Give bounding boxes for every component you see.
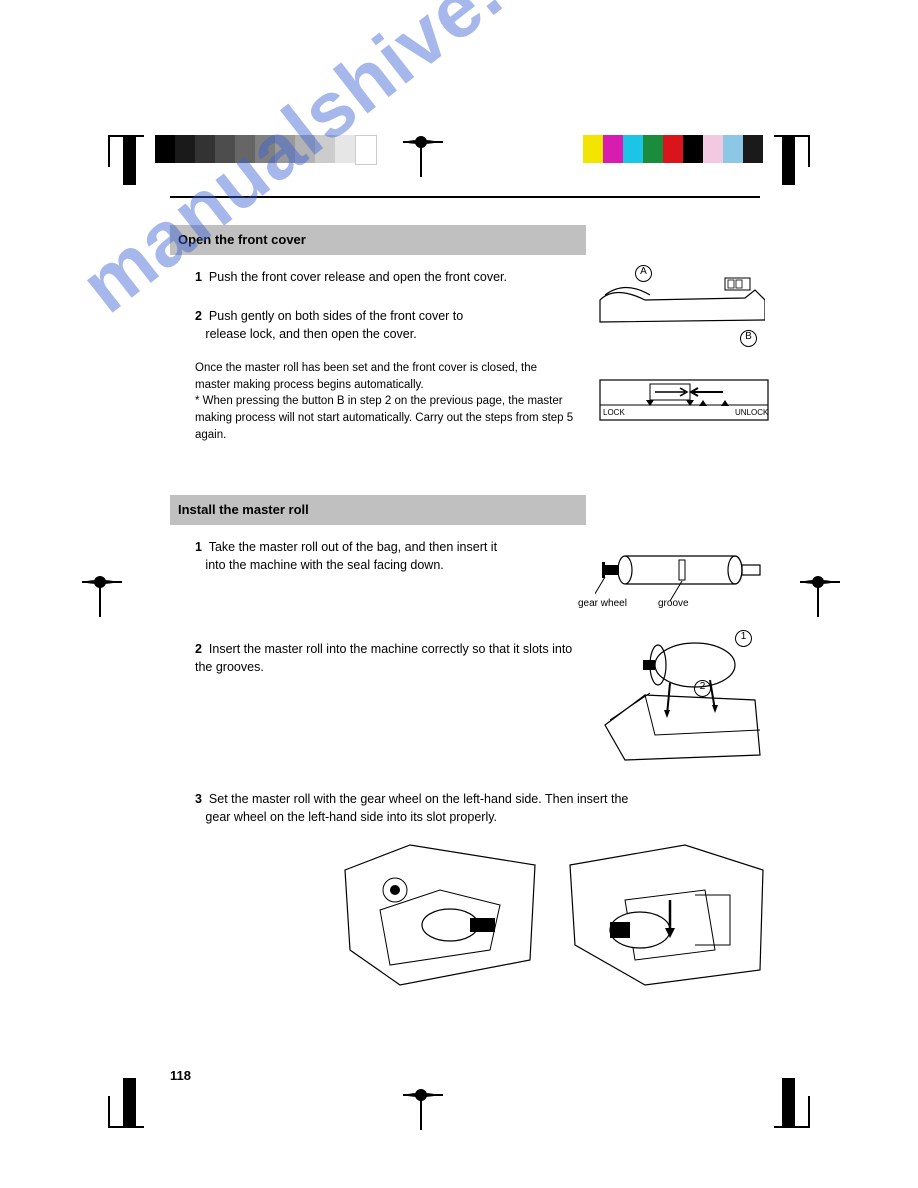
section-heading-open-cover: Open the front cover [170, 225, 586, 255]
step-number: 2 [195, 642, 202, 656]
callout-label: 1 [741, 631, 747, 642]
step-number: 3 [195, 792, 202, 806]
callout-b: B [740, 330, 757, 347]
figure-front-cover [595, 260, 765, 335]
callout-2: 2 [694, 680, 711, 697]
note-line: Once the master roll has been set and th… [195, 362, 537, 374]
label-lock: LOCK [603, 408, 625, 417]
figure-gear-slot-right [565, 840, 765, 990]
callout-1: 1 [735, 630, 752, 647]
crop-mark [123, 1078, 136, 1128]
step-text-line: into the machine with the seal facing do… [205, 558, 443, 572]
label-gear-wheel: gear wheel [578, 598, 627, 609]
registration-mark-icon [406, 140, 436, 144]
roll-step-1: 1 Take the master roll out of the bag, a… [195, 538, 575, 574]
crop-mark [782, 1078, 795, 1128]
step-text-line: Push gently on both sides of the front c… [209, 309, 463, 323]
roll-step-3: 3 Set the master roll with the gear whee… [195, 790, 755, 826]
step-number: 2 [195, 309, 202, 323]
section-title: Install the master roll [178, 502, 309, 517]
note-line: master making process begins automatical… [195, 379, 424, 391]
header-rule [170, 196, 760, 198]
section-heading-install-roll: Install the master roll [170, 495, 586, 525]
crop-mark [123, 135, 136, 185]
figure-lock-slider [595, 360, 770, 430]
step-text-line: Take the master roll out of the bag, and… [209, 540, 497, 554]
registration-mark-icon [406, 1093, 436, 1097]
label-groove: groove [658, 598, 689, 609]
callout-label: 2 [700, 681, 706, 692]
step-number: 1 [195, 270, 202, 284]
roll-step-2: 2 Insert the master roll into the machin… [195, 640, 575, 676]
step-2: 2 Push gently on both sides of the front… [195, 307, 575, 343]
callout-label: B [745, 331, 752, 342]
step-text-line: Set the master roll with the gear wheel … [209, 792, 628, 806]
step-text: Insert the master roll into the machine … [195, 642, 572, 674]
step-text-line: gear wheel on the left-hand side into it… [205, 810, 497, 824]
figure-master-roll [595, 535, 770, 605]
registration-mark-icon [85, 580, 115, 584]
grayscale-calibration-bar [155, 135, 377, 165]
step-2-note: Once the master roll has been set and th… [195, 360, 585, 443]
step-text: Push the front cover release and open th… [209, 270, 507, 284]
page-number: 118 [170, 1068, 191, 1083]
step-text-line: release lock, and then open the cover. [205, 327, 416, 341]
section-title: Open the front cover [178, 232, 306, 247]
figure-gear-slot-left [340, 840, 540, 990]
label-unlock: UNLOCK [735, 408, 768, 417]
step-number: 1 [195, 540, 202, 554]
callout-a: A [635, 265, 652, 282]
step-1: 1 Push the front cover release and open … [195, 268, 565, 286]
color-calibration-bar [583, 135, 763, 163]
note-line: making process will not start automatica… [195, 412, 573, 441]
note-line: * When pressing the button B in step 2 o… [195, 395, 563, 407]
crop-mark [782, 135, 795, 185]
callout-label: A [640, 266, 647, 277]
registration-mark-icon [803, 580, 833, 584]
